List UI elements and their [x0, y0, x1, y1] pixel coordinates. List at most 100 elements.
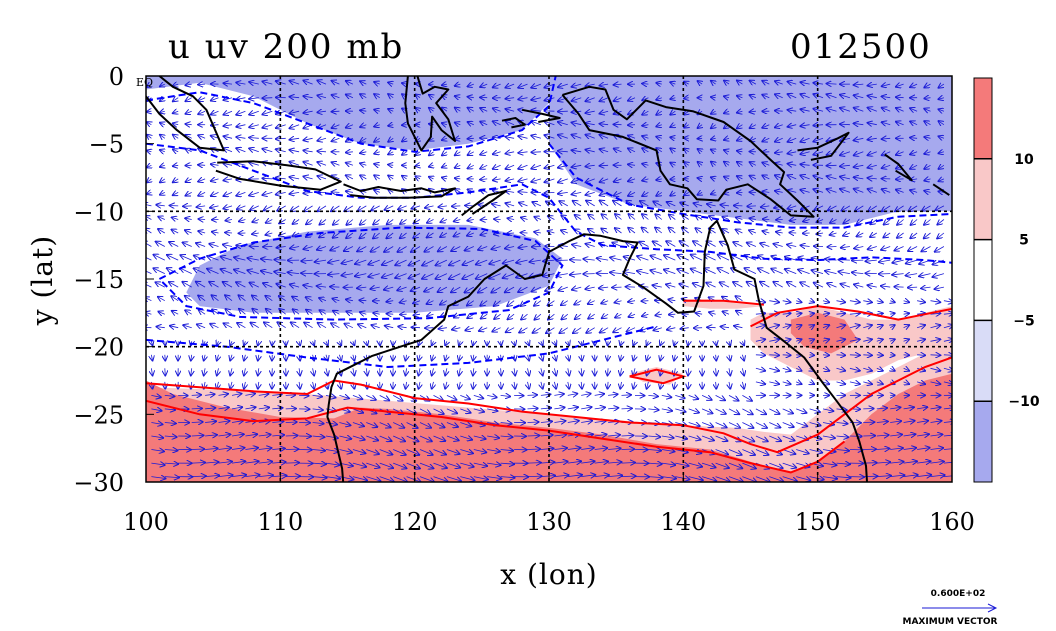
wind-vector-520	[684, 192, 689, 195]
wind-vector-601	[158, 217, 165, 220]
wind-vector-834	[866, 260, 877, 261]
wind-vector-373	[317, 162, 327, 165]
wind-vector-262	[442, 138, 447, 140]
wind-vector-486	[224, 192, 233, 196]
wind-vector-764	[733, 242, 743, 246]
wind-vector-206	[493, 121, 501, 124]
wind-vector-537	[910, 190, 918, 192]
wind-vector-779	[935, 246, 945, 252]
wind-vector-140	[416, 108, 421, 111]
wind-vector-402	[711, 162, 716, 166]
wind-vector-394	[600, 165, 609, 166]
wind-vector-34	[600, 84, 609, 86]
wind-vector-555	[344, 205, 354, 211]
wind-vector-456	[628, 179, 636, 181]
wind-vector-252	[303, 138, 313, 140]
wind-vector-78	[388, 94, 393, 98]
wind-vector-761	[693, 241, 703, 247]
wind-vector-1252	[849, 355, 860, 356]
wind-vector-33	[586, 84, 595, 86]
wind-vector-271	[558, 135, 568, 139]
wind-vector-797	[368, 259, 380, 264]
wind-vector-623	[454, 220, 461, 222]
wind-vector-342	[711, 150, 716, 152]
wind-vector-579	[667, 202, 676, 206]
wind-vector-141	[429, 108, 434, 111]
wind-vector-374	[332, 162, 340, 165]
wind-vector-443	[455, 178, 461, 179]
wind-vector-48	[788, 82, 797, 85]
wind-vector-43	[724, 81, 729, 85]
wind-vector-722	[169, 242, 179, 247]
wind-vector-599	[935, 206, 945, 210]
wind-vector-482	[173, 192, 178, 195]
wind-vector-696	[628, 228, 636, 234]
x-tick-label-120: 120	[392, 508, 438, 536]
wind-vector-735	[344, 247, 354, 252]
wind-vector-337	[642, 148, 649, 152]
wind-vector-92	[572, 98, 582, 101]
wind-vector-246	[224, 136, 233, 138]
wind-vector-580	[680, 203, 689, 206]
wind-vector-75	[346, 95, 354, 98]
wind-vector-19	[402, 83, 407, 84]
wind-vector-178	[924, 109, 931, 112]
wind-vector-724	[196, 243, 206, 246]
wind-vector-387	[506, 165, 515, 169]
wind-vector-320	[416, 152, 421, 155]
wind-vector-173	[854, 108, 864, 112]
wind-vector-168	[788, 110, 797, 111]
wind-vector-461	[698, 178, 703, 179]
wind-vector-469	[800, 175, 810, 179]
wind-vector-325	[480, 152, 488, 155]
wind-vector-573	[586, 201, 595, 207]
wind-vector-162	[711, 111, 716, 114]
wind-vector-364	[198, 165, 206, 166]
wind-vector-64	[198, 98, 206, 101]
wind-vector-807	[503, 260, 515, 263]
wind-vector-384	[468, 165, 474, 168]
wind-vector-1258	[930, 355, 941, 356]
wind-vector-42	[711, 81, 716, 84]
x-axis-label: x (lon)	[500, 558, 597, 591]
wind-vector-170	[813, 109, 824, 112]
wind-vector-645	[749, 218, 756, 219]
wind-vector-806	[489, 260, 501, 264]
wind-vector-615	[346, 219, 354, 225]
wind-vector-523	[724, 192, 729, 193]
wind-vector-703	[722, 229, 730, 233]
wind-vector-210	[545, 122, 555, 125]
wind-vector-106	[762, 95, 770, 98]
wind-vector-228	[788, 125, 797, 127]
wind-vector-733	[317, 247, 327, 250]
wind-vector-670	[279, 233, 286, 236]
wind-vector-324	[468, 152, 474, 155]
wind-vector-333	[586, 150, 595, 152]
wind-vector-1256	[903, 355, 910, 356]
wind-vector-758	[653, 241, 662, 247]
wind-vector-334	[600, 149, 609, 152]
wind-vector-338	[656, 148, 662, 152]
wind-vector-532	[840, 189, 851, 193]
wind-vector-298	[924, 137, 931, 138]
vector-legend: 0.600E+02 MAXIMUM VECTOR	[902, 589, 997, 627]
wind-vector-232	[840, 124, 850, 125]
wind-vector-344	[737, 151, 743, 152]
wind-vector-407	[775, 163, 783, 165]
wind-vector-433	[317, 176, 327, 179]
wind-vector-613	[320, 220, 327, 225]
wind-vector-1	[160, 84, 165, 86]
wind-vector-484	[198, 192, 206, 195]
wind-vector-957	[908, 287, 918, 288]
wind-vector-1708	[527, 463, 541, 464]
wind-vector-146	[493, 108, 501, 111]
wind-vector-664	[198, 231, 206, 233]
wind-vector-781	[154, 255, 165, 261]
wind-vector-662	[172, 230, 179, 233]
wind-vector-782	[167, 255, 179, 261]
wind-vector-401	[698, 162, 703, 165]
wind-vector-54	[868, 84, 877, 86]
wind-vector-96	[628, 98, 636, 101]
wind-vector-49	[800, 82, 810, 84]
wind-vector-164	[737, 111, 743, 113]
